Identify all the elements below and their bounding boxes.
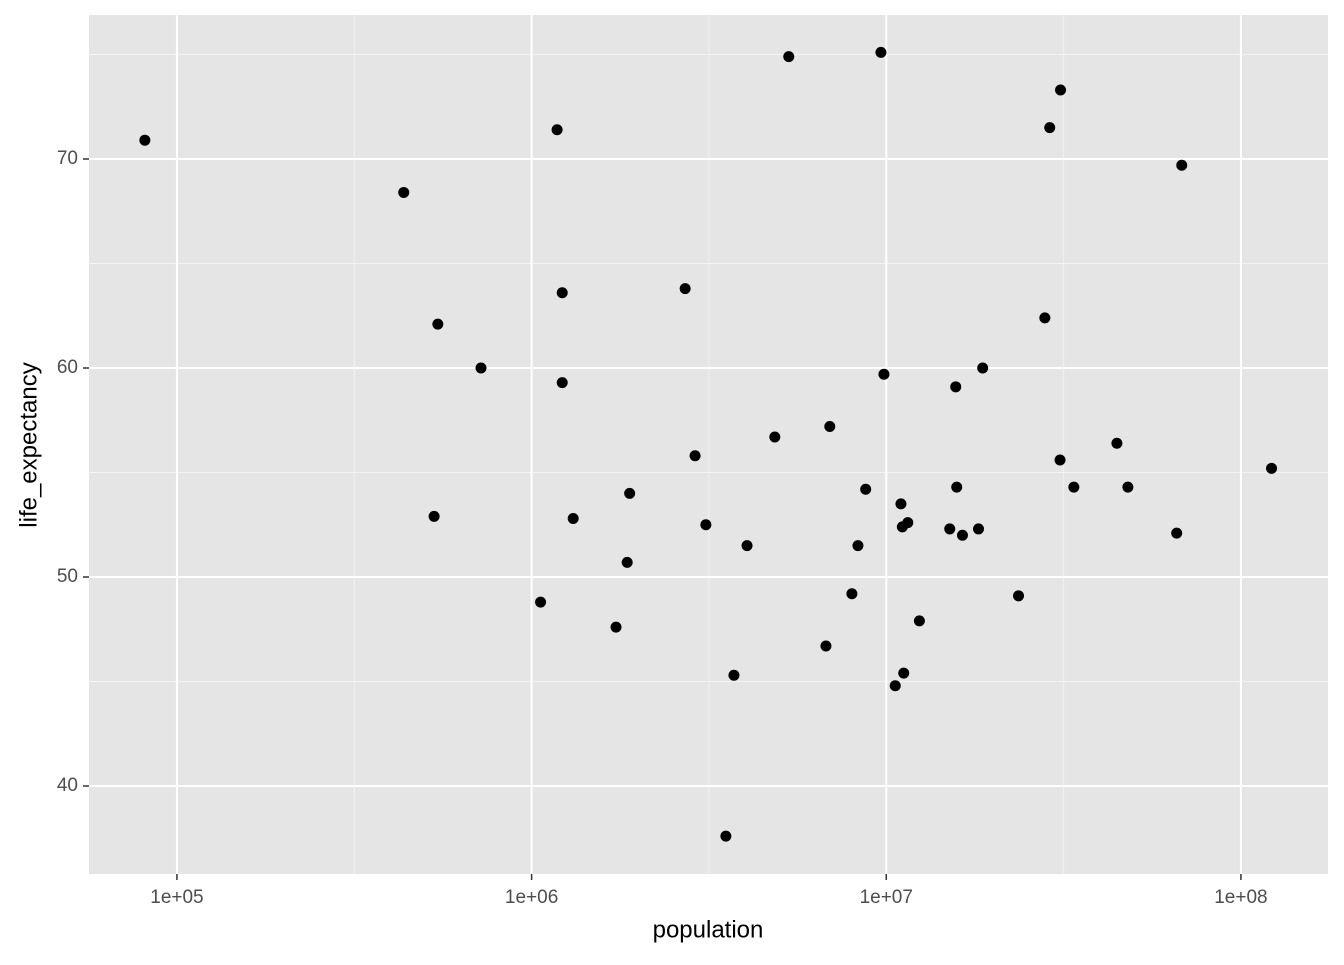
point bbox=[1122, 481, 1134, 493]
y-tick-label: 40 bbox=[57, 775, 78, 796]
x-tick-label: 1e+05 bbox=[150, 887, 203, 908]
point bbox=[728, 669, 740, 681]
point bbox=[1171, 527, 1183, 539]
point bbox=[567, 512, 579, 524]
point bbox=[1055, 84, 1067, 96]
point bbox=[820, 640, 832, 652]
point bbox=[621, 556, 633, 568]
point bbox=[475, 362, 487, 374]
point bbox=[769, 431, 781, 443]
point bbox=[895, 498, 907, 510]
point bbox=[878, 368, 890, 380]
point bbox=[824, 421, 836, 433]
point bbox=[679, 283, 691, 295]
point bbox=[1068, 481, 1080, 493]
point bbox=[1054, 454, 1066, 466]
point bbox=[783, 51, 795, 63]
point bbox=[846, 588, 858, 600]
point bbox=[551, 124, 563, 136]
point bbox=[875, 46, 887, 58]
point bbox=[973, 523, 985, 535]
point bbox=[898, 667, 910, 679]
point bbox=[139, 134, 151, 146]
x-tick-label: 1e+07 bbox=[860, 887, 913, 908]
point bbox=[432, 318, 444, 330]
point bbox=[398, 186, 410, 198]
point bbox=[951, 481, 963, 493]
point bbox=[977, 362, 989, 374]
y-axis-title: life_expectancy bbox=[15, 362, 42, 527]
point bbox=[1176, 159, 1188, 171]
y-tick-label: 50 bbox=[57, 566, 78, 587]
point bbox=[428, 510, 440, 522]
point bbox=[1039, 312, 1051, 324]
x-axis-title: population bbox=[653, 916, 764, 943]
point bbox=[556, 287, 568, 299]
point bbox=[556, 377, 568, 389]
point bbox=[860, 483, 872, 495]
point bbox=[913, 615, 925, 627]
point bbox=[1111, 437, 1123, 449]
x-tick-label: 1e+06 bbox=[505, 887, 558, 908]
point bbox=[535, 596, 547, 608]
point bbox=[902, 517, 914, 529]
y-tick-label: 60 bbox=[57, 357, 78, 378]
point bbox=[944, 523, 956, 535]
y-tick-label: 70 bbox=[57, 148, 78, 169]
point bbox=[610, 621, 622, 633]
point bbox=[889, 680, 901, 692]
point bbox=[1044, 122, 1056, 134]
point bbox=[741, 540, 753, 552]
point bbox=[720, 830, 732, 842]
point bbox=[950, 381, 962, 393]
point bbox=[1266, 462, 1278, 474]
point bbox=[852, 540, 864, 552]
point bbox=[624, 487, 636, 499]
point bbox=[1013, 590, 1025, 602]
point bbox=[689, 450, 701, 462]
x-tick-label: 1e+08 bbox=[1214, 887, 1267, 908]
point bbox=[700, 519, 712, 531]
point bbox=[956, 529, 968, 541]
